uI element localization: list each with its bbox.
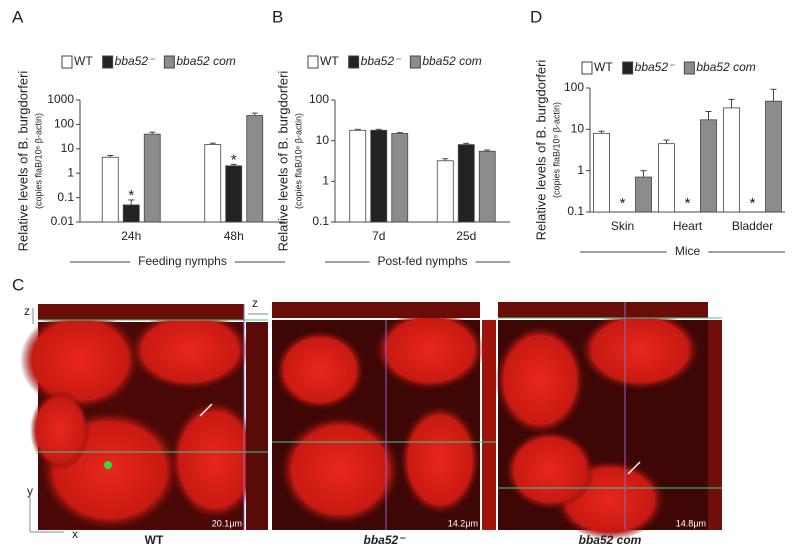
- legend-swatch: [581, 61, 593, 75]
- scale-bar-label: 14.2μm: [448, 518, 478, 528]
- y-tick-label: 10: [571, 122, 585, 136]
- y-tick-label: 0.1: [567, 204, 584, 218]
- legend-swatch: [409, 55, 421, 69]
- y-tick-label: 10: [316, 133, 330, 147]
- bar: [436, 160, 454, 223]
- legend-swatch: [61, 55, 73, 69]
- legend-label: bba52⁻: [635, 60, 676, 74]
- image-caption: bba52⁻: [363, 533, 406, 547]
- y-tick-label: 0.01: [51, 214, 75, 228]
- y-tick-label: 1: [322, 174, 329, 188]
- y-tick-label: 100: [564, 80, 584, 94]
- bar: [225, 165, 243, 223]
- significance-marker: *: [128, 187, 134, 204]
- y-axis-sublabel: (copies flaB/10⁶ β-actin): [293, 113, 303, 209]
- panel-label: A: [12, 7, 24, 26]
- y-axis-label: Relative levels of B. burgdorferi: [533, 60, 548, 241]
- legend-swatch: [683, 61, 695, 75]
- panel-label: D: [530, 7, 542, 26]
- y-tick-label: 1: [67, 165, 74, 179]
- significance-marker: *: [620, 195, 626, 212]
- bar: [457, 144, 475, 223]
- y-axis-label: Relative levels of B. burgdorferi: [15, 71, 30, 252]
- scale-bar-label: 20.1μm: [212, 518, 242, 528]
- legend-label: bba52 com: [696, 60, 755, 74]
- x-axis-label: Mice: [675, 244, 701, 258]
- panel-label: C: [12, 275, 24, 294]
- bar: [765, 100, 782, 213]
- image-bba52: [272, 302, 496, 530]
- x-axis-label: Feeding nymphs: [138, 254, 227, 268]
- panel-label: B: [272, 7, 283, 26]
- bar: [658, 143, 675, 213]
- legend-label: bba52 com: [176, 54, 235, 68]
- bar: [349, 129, 367, 223]
- legend-swatch: [622, 61, 634, 75]
- scale-bar-label: 14.8μm: [676, 518, 706, 528]
- x-tick-label: 48h: [224, 229, 244, 243]
- bar: [246, 115, 264, 223]
- x-tick-label: 7d: [372, 229, 385, 243]
- y-tick-label: 0.1: [57, 190, 74, 204]
- bar: [478, 150, 496, 223]
- legend-swatch: [163, 55, 175, 69]
- bar: [143, 133, 161, 223]
- y-tick-label: 10: [61, 141, 75, 155]
- bar: [700, 119, 717, 213]
- legend-label: bba52 com: [422, 54, 481, 68]
- legend-swatch: [307, 55, 319, 69]
- bar: [635, 176, 652, 213]
- y-tick-label: 0.1: [312, 214, 329, 228]
- legend-label: WT: [320, 54, 339, 68]
- legend-label: WT: [594, 60, 613, 74]
- x-tick-label: Heart: [673, 219, 703, 233]
- legend-swatch: [102, 55, 114, 69]
- image-wt: [20, 304, 268, 530]
- x-axis-label: Post-fed nymphs: [377, 254, 467, 268]
- axis-letter: y: [27, 484, 33, 498]
- axis-letter: z: [24, 304, 30, 318]
- x-tick-label: 24h: [121, 229, 141, 243]
- y-tick-label: 100: [54, 117, 74, 131]
- bar: [122, 204, 140, 223]
- legend-label: bba52⁻: [115, 54, 156, 68]
- y-axis-sublabel: (copies flaB/10⁵ β-actin): [551, 102, 561, 198]
- arrow: [199, 403, 213, 417]
- significance-marker: *: [750, 195, 756, 212]
- y-tick-label: 100: [309, 92, 329, 106]
- bar: [723, 107, 740, 213]
- legend-label: WT: [74, 54, 93, 68]
- axis-letter: z: [252, 296, 258, 310]
- y-tick-label: 1: [577, 163, 584, 177]
- image-caption: bba52 com: [579, 533, 642, 547]
- y-axis-sublabel: (copies flaB/10⁶ β-actin): [33, 113, 43, 209]
- image-bba52-com: [495, 302, 722, 540]
- bar: [593, 132, 610, 213]
- x-tick-label: 25d: [456, 229, 476, 243]
- x-tick-label: Bladder: [732, 219, 773, 233]
- bar: [204, 144, 222, 223]
- bar: [391, 133, 409, 223]
- legend-label: bba52⁻: [361, 54, 402, 68]
- y-axis-label: Relative levels of B. burgdorferi: [275, 71, 290, 252]
- significance-marker: *: [231, 151, 237, 168]
- significance-marker: *: [685, 195, 691, 212]
- x-tick-label: Skin: [611, 219, 634, 233]
- axis-arrows: [29, 308, 268, 533]
- legend-swatch: [348, 55, 360, 69]
- bar: [101, 156, 119, 223]
- bar: [370, 129, 388, 223]
- image-caption: WT: [145, 533, 164, 547]
- axis-letter: x: [72, 527, 78, 541]
- y-tick-label: 1000: [47, 92, 74, 106]
